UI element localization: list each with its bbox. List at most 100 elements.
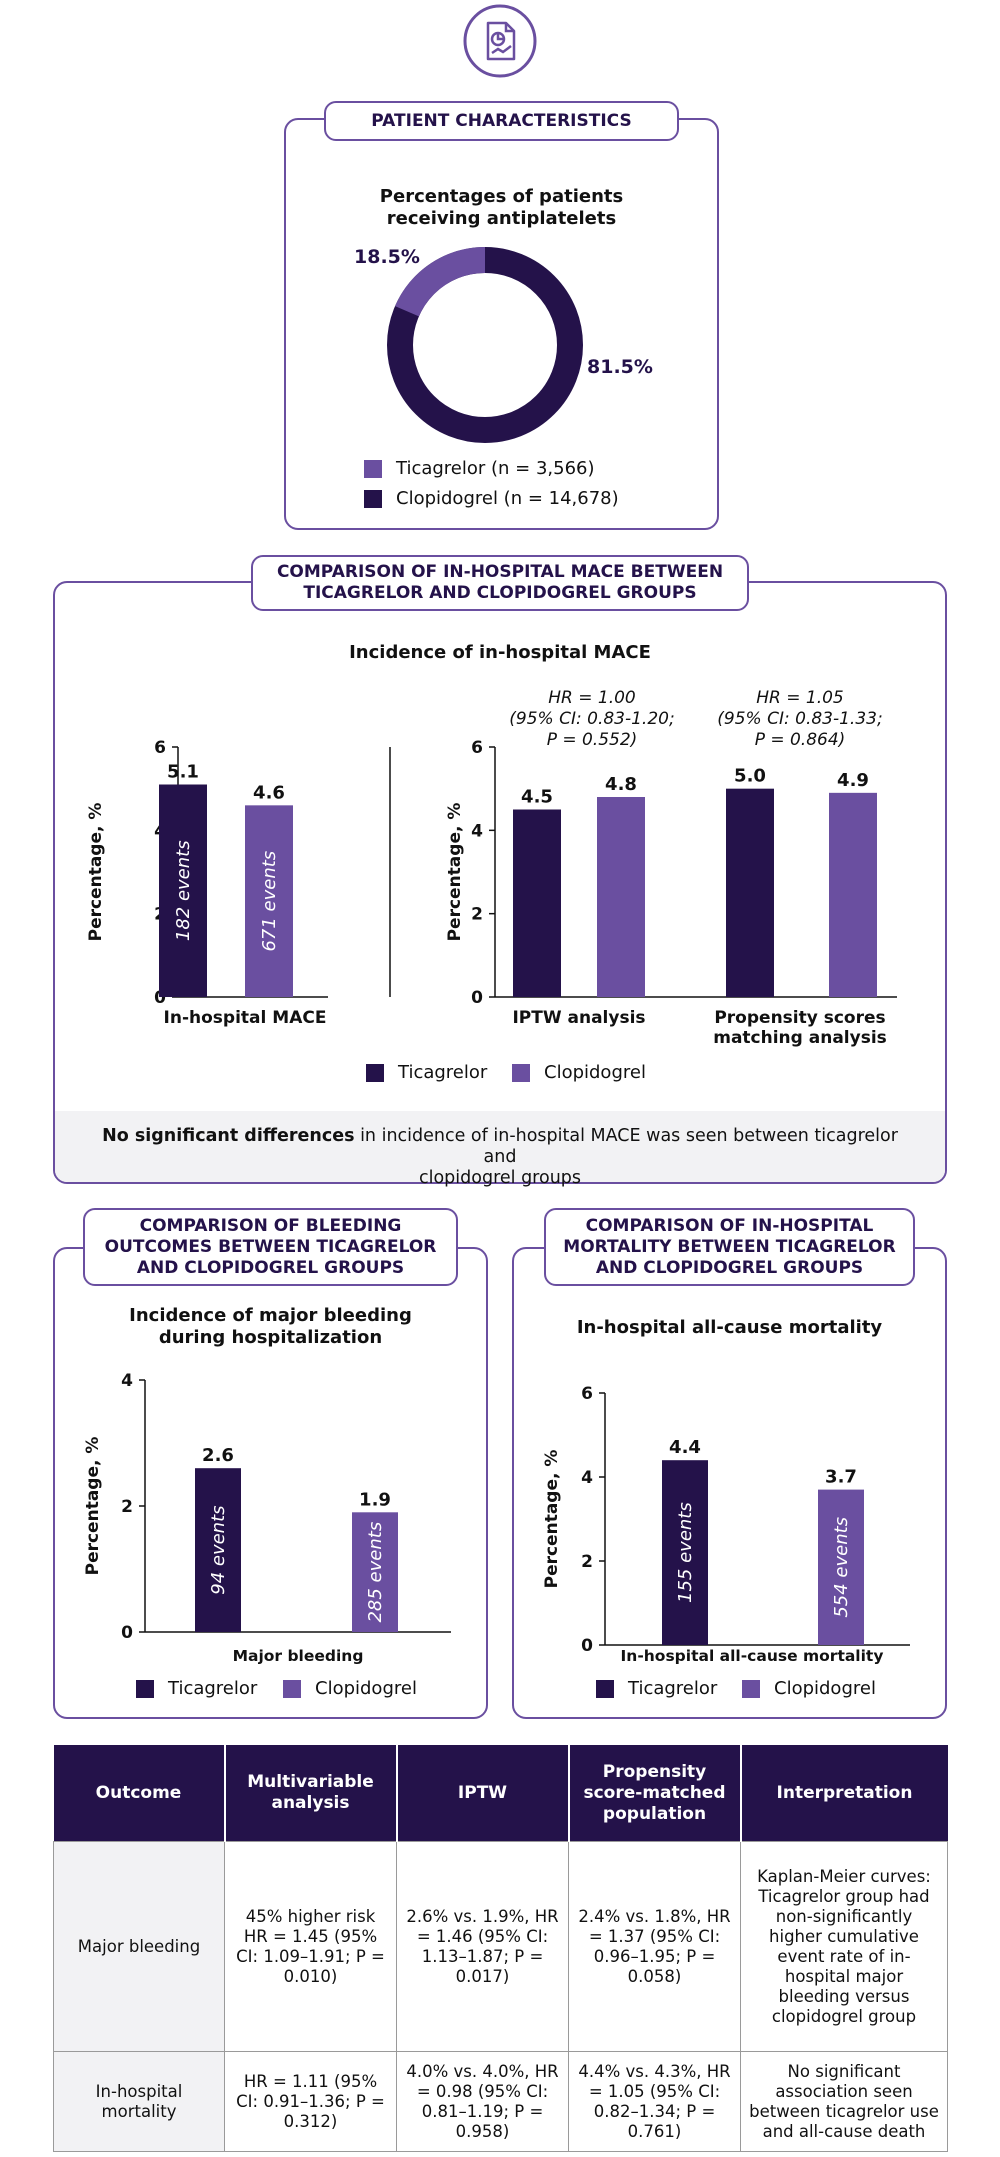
bar-value-label: 2.6 <box>202 1445 234 1466</box>
pie-title-line1: Percentages of patients <box>379 186 624 207</box>
table-row: In-hospital mortality HR = 1.11 (95% CI:… <box>53 2051 948 2152</box>
bar-value-label: 4.4 <box>669 1437 701 1458</box>
mortality-chart-title: In-hospital all-cause mortality <box>576 1317 883 1338</box>
bar-value-label: 4.5 <box>521 787 553 808</box>
table-cell: HR = 1.11 (95% CI: 0.91–1.36; P = 0.312) <box>224 2051 397 2152</box>
y-axis-label: Percentage, % <box>445 803 465 942</box>
bleeding-legend-clopidogrel: Clopidogrel <box>283 1678 417 1699</box>
bleeding-title-line1: Incidence of major bleeding <box>129 1305 412 1326</box>
y-tick-label: 0 <box>581 1636 593 1656</box>
mace-note-rest: in incidence of in-hospital MACE was see… <box>354 1126 898 1167</box>
legend-swatch-clopidogrel <box>364 489 382 508</box>
bar-value-label: 4.9 <box>837 770 869 791</box>
legend-text: Ticagrelor <box>628 1678 718 1699</box>
summary-table: Outcome Multivariable analysis IPTW Prop… <box>53 1745 948 2152</box>
bleeding-chart: 0 2 4 Percentage, % 2.6 94 events 1.9 285 event… <box>83 1371 451 1665</box>
mace-charts: 0 2 4 6 Percentage, % 5.1 182 events 4.6 671 eve… <box>86 690 897 1048</box>
bleeding-header-line1: COMPARISON OF BLEEDING <box>139 1215 402 1236</box>
legend-swatch-ticagrelor <box>366 1063 384 1082</box>
table-cell-outcome: In-hospital mortality <box>53 2051 225 2152</box>
y-tick-label: 6 <box>581 1384 593 1404</box>
mortality-header: COMPARISON OF IN-HOSPITAL MORTALITY BETW… <box>544 1208 915 1286</box>
pie-chart-title: Percentages of patients receiving antipl… <box>284 186 719 230</box>
hr-annotation-psm: P = 0.864) <box>755 730 846 750</box>
legend-text: Clopidogrel (n = 14,678) <box>396 488 619 509</box>
mace-note-line2: clopidogrel groups <box>418 1168 582 1188</box>
table-cell: 2.6% vs. 1.9%, HR = 1.46 (95% CI: 1.13–1… <box>396 1841 569 2052</box>
y-tick-label: 6 <box>154 738 166 758</box>
mortality-panel <box>512 1247 947 1719</box>
bar-events-label: 155 events <box>675 1502 696 1603</box>
y-tick-label: 6 <box>471 738 483 758</box>
hr-annotation-iptw: (95% CI: 0.83-1.20; <box>509 709 674 729</box>
y-tick-label: 4 <box>121 1371 133 1391</box>
legend-text: Clopidogrel <box>774 1678 876 1699</box>
y-axis-label: Percentage, % <box>542 1450 562 1589</box>
patient-characteristics-header: PATIENT CHARACTERISTICS <box>324 101 679 141</box>
bleeding-legend-ticagrelor: Ticagrelor <box>136 1678 257 1699</box>
bar <box>513 809 561 997</box>
patient-characteristics-panel <box>284 118 719 530</box>
bar-events-label: 671 events <box>259 851 280 952</box>
hr-annotation-iptw: HR = 1.00 <box>548 690 636 708</box>
x-category-label: Propensity scores <box>714 1008 885 1028</box>
mace-note-box <box>55 1111 945 1182</box>
hr-annotation-iptw: P = 0.552) <box>547 730 638 750</box>
table-cell-outcome: Major bleeding <box>53 1841 225 2052</box>
bar-value-label: 4.6 <box>253 782 285 803</box>
mace-chart-title: Incidence of in-hospital MACE <box>349 642 651 663</box>
table-cell: 2.4% vs. 1.8%, HR = 1.37 (95% CI: 0.96–1… <box>568 1841 741 2052</box>
y-axis-label: Percentage, % <box>86 803 106 942</box>
bleeding-header-line3: AND CLOPIDOGREL GROUPS <box>136 1257 405 1278</box>
bleeding-title-line2: during hospitalization <box>158 1327 383 1348</box>
bleeding-panel <box>53 1247 488 1719</box>
legend-swatch-clopidogrel <box>512 1063 530 1082</box>
bar-value-label: 4.8 <box>605 774 637 795</box>
y-axis-label: Percentage, % <box>83 1437 103 1576</box>
mace-note-bold: No significant differences <box>102 1126 355 1146</box>
legend-text: Ticagrelor (n = 3,566) <box>396 458 595 479</box>
y-tick-label: 2 <box>121 1497 133 1517</box>
bar <box>352 1512 398 1632</box>
bar-value-label: 3.7 <box>825 1467 857 1488</box>
bar <box>245 805 293 997</box>
bleeding-header: COMPARISON OF BLEEDING OUTCOMES BETWEEN … <box>83 1208 458 1286</box>
bar-value-label: 5.1 <box>167 762 199 783</box>
pie-slice-ticagrelor <box>395 247 486 317</box>
bar <box>159 784 207 997</box>
pie-chart <box>387 247 583 443</box>
x-category-label: IPTW analysis <box>512 1008 645 1028</box>
hr-annotation-psm: HR = 1.05 <box>756 690 844 708</box>
legend-swatch-ticagrelor <box>136 1679 154 1698</box>
mortality-legend-ticagrelor: Ticagrelor <box>596 1678 717 1699</box>
x-category-label: In-hospital all-cause mortality <box>621 1647 884 1665</box>
table-header-cell: IPTW <box>396 1745 570 1842</box>
table-header-cell: Multivariable analysis <box>224 1745 398 1842</box>
legend-text: Clopidogrel <box>544 1062 646 1083</box>
x-category-label: Major bleeding <box>233 1647 364 1665</box>
bleeding-header-line2: OUTCOMES BETWEEN TICAGRELOR <box>104 1236 437 1257</box>
bar-events-label: 94 events <box>208 1505 229 1594</box>
pie-label-clopidogrel: 81.5% <box>587 356 653 378</box>
table-cell: 45% higher risk HR = 1.45 (95% CI: 1.09–… <box>224 1841 397 2052</box>
table-cell: No significant association seen between … <box>740 2051 948 2152</box>
y-tick-label: 2 <box>471 905 483 925</box>
bar <box>829 792 877 997</box>
legend-text: Ticagrelor <box>398 1062 488 1083</box>
bar-value-label: 1.9 <box>359 1489 391 1510</box>
x-category-label: matching analysis <box>713 1028 887 1048</box>
bar <box>597 797 645 997</box>
mace-header-line2: TICAGRELOR AND CLOPIDOGREL GROUPS <box>303 583 697 603</box>
mace-legend-ticagrelor: Ticagrelor <box>366 1062 487 1083</box>
mortality-header-line1: COMPARISON OF IN-HOSPITAL <box>585 1215 874 1236</box>
hr-annotation-psm: (95% CI: 0.83-1.33; <box>717 709 882 729</box>
table-header-cell: Interpretation <box>740 1745 948 1842</box>
mace-header: COMPARISON OF IN-HOSPITAL MACE BETWEEN T… <box>251 555 749 611</box>
table-header-cell: Propensity score-matched population <box>568 1745 742 1842</box>
mace-note: No significant differences in incidence … <box>90 1126 910 1189</box>
y-tick-label: 0 <box>471 988 483 1008</box>
mace-header-line1: COMPARISON OF IN-HOSPITAL MACE BETWEEN <box>276 562 724 582</box>
bar-events-label: 285 events <box>365 1522 386 1623</box>
table-cell: 4.4% vs. 4.3%, HR = 1.05 (95% CI: 0.82–1… <box>568 2051 741 2152</box>
bar-value-label: 5.0 <box>734 766 766 787</box>
